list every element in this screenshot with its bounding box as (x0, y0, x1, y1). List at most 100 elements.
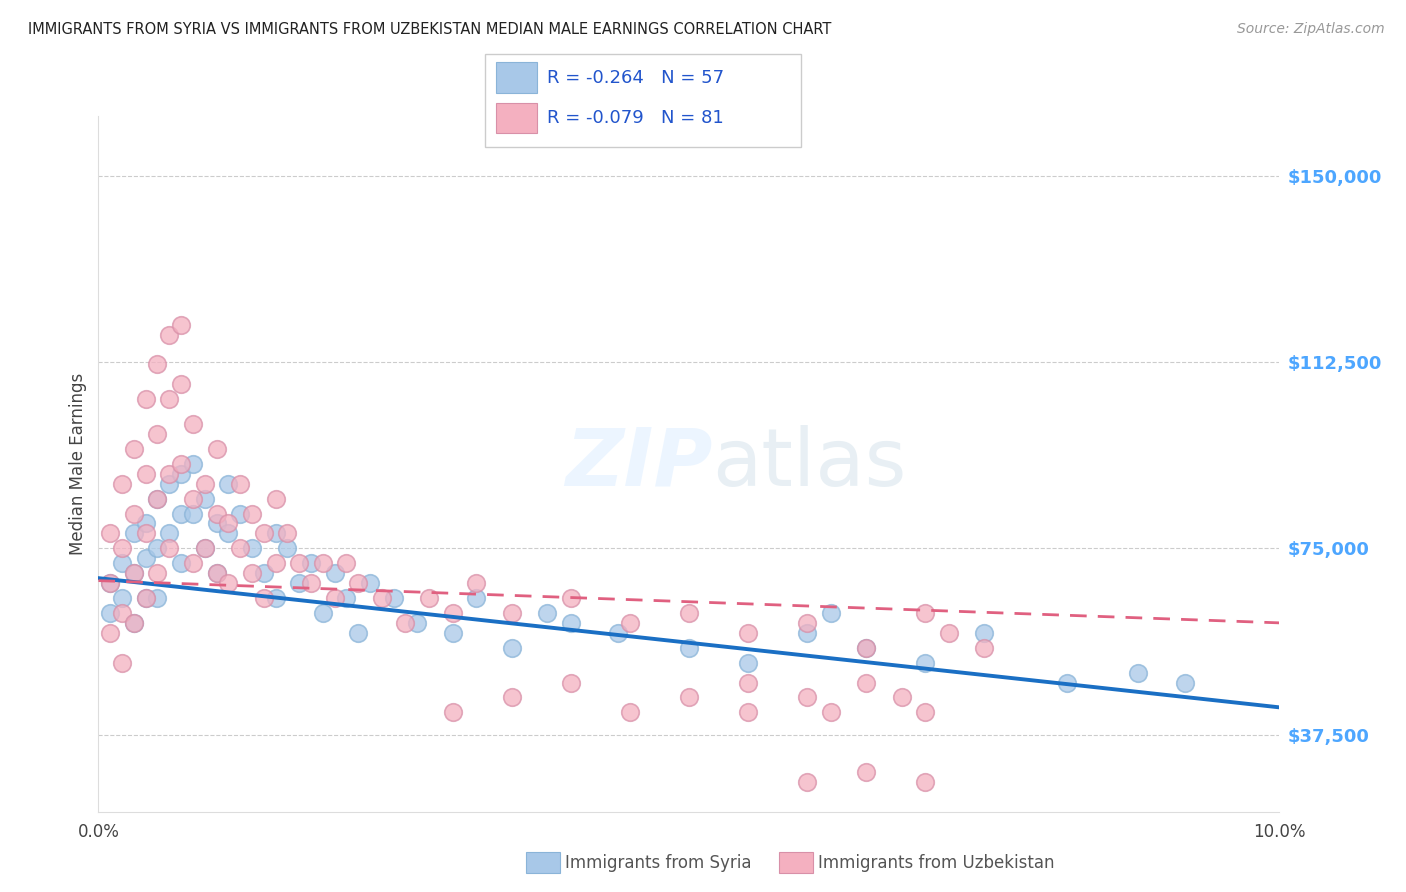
Point (122, 526, 145, 541)
Point (170, 457, 193, 471)
Point (98, 526, 121, 541)
Point (890, 690, 912, 705)
Point (181, 507, 204, 521)
Point (737, 706, 759, 720)
Point (914, 706, 936, 720)
Text: Immigrants from Uzbekistan: Immigrants from Uzbekistan (818, 854, 1054, 871)
Point (170, 467, 193, 481)
Point (335, 556, 357, 570)
Point (441, 706, 464, 720)
Point (111, 476, 134, 491)
Point (253, 526, 276, 541)
Point (253, 566, 276, 581)
Point (323, 566, 346, 581)
Point (264, 526, 287, 541)
Point (135, 591, 157, 605)
Point (299, 576, 322, 591)
Point (820, 706, 842, 720)
Point (122, 615, 145, 630)
Point (796, 625, 818, 640)
Point (135, 591, 157, 605)
Point (194, 491, 217, 506)
Y-axis label: Median Male Earnings: Median Male Earnings (69, 373, 87, 555)
Point (359, 576, 381, 591)
Point (737, 625, 759, 640)
Point (122, 507, 145, 521)
Point (418, 591, 440, 605)
Point (157, 476, 180, 491)
Point (737, 656, 759, 670)
Point (371, 591, 394, 605)
Point (855, 675, 877, 690)
Point (501, 606, 523, 620)
Text: R = -0.264   N = 57: R = -0.264 N = 57 (547, 69, 724, 87)
Text: ZIP: ZIP (565, 425, 713, 503)
Point (501, 640, 523, 655)
Point (122, 442, 145, 456)
Point (560, 615, 582, 630)
Text: Immigrants from Syria: Immigrants from Syria (565, 854, 752, 871)
Point (347, 625, 370, 640)
Point (111, 591, 134, 605)
Point (973, 640, 995, 655)
Point (111, 541, 134, 556)
Point (619, 615, 641, 630)
Point (157, 467, 180, 481)
Point (323, 591, 346, 605)
Point (181, 556, 204, 570)
Point (276, 541, 298, 556)
Point (347, 576, 370, 591)
Point (678, 606, 700, 620)
Point (205, 442, 228, 456)
Point (560, 675, 582, 690)
Point (737, 675, 759, 690)
Point (181, 417, 204, 431)
Point (146, 541, 169, 556)
Point (276, 526, 298, 541)
Point (146, 566, 169, 581)
Point (181, 491, 204, 506)
Point (135, 467, 157, 481)
Point (441, 625, 464, 640)
Point (796, 690, 818, 705)
Point (264, 556, 287, 570)
Point (205, 516, 228, 531)
Point (170, 507, 193, 521)
Text: atlas: atlas (713, 425, 907, 503)
Point (181, 457, 204, 471)
Point (382, 591, 405, 605)
Point (157, 541, 180, 556)
Point (938, 625, 960, 640)
Point (914, 775, 936, 789)
Point (135, 551, 157, 566)
Point (205, 566, 228, 581)
Point (299, 556, 322, 570)
Point (217, 576, 239, 591)
Point (170, 556, 193, 570)
Point (973, 625, 995, 640)
Point (217, 516, 239, 531)
Point (98, 576, 121, 591)
Point (240, 566, 263, 581)
Point (146, 358, 169, 372)
Point (146, 491, 169, 506)
Point (111, 656, 134, 670)
Point (111, 606, 134, 620)
Point (312, 606, 335, 620)
Point (394, 615, 416, 630)
Point (111, 556, 134, 570)
Point (406, 615, 429, 630)
Text: IMMIGRANTS FROM SYRIA VS IMMIGRANTS FROM UZBEKISTAN MEDIAN MALE EARNINGS CORRELA: IMMIGRANTS FROM SYRIA VS IMMIGRANTS FROM… (28, 22, 831, 37)
Point (98, 625, 121, 640)
Point (157, 327, 180, 342)
Point (678, 690, 700, 705)
Point (335, 591, 357, 605)
Point (1056, 675, 1078, 690)
Point (678, 640, 700, 655)
Point (264, 491, 287, 506)
Point (146, 591, 169, 605)
Point (146, 491, 169, 506)
Text: R = -0.079   N = 81: R = -0.079 N = 81 (547, 109, 724, 127)
Point (194, 476, 217, 491)
Point (536, 606, 558, 620)
